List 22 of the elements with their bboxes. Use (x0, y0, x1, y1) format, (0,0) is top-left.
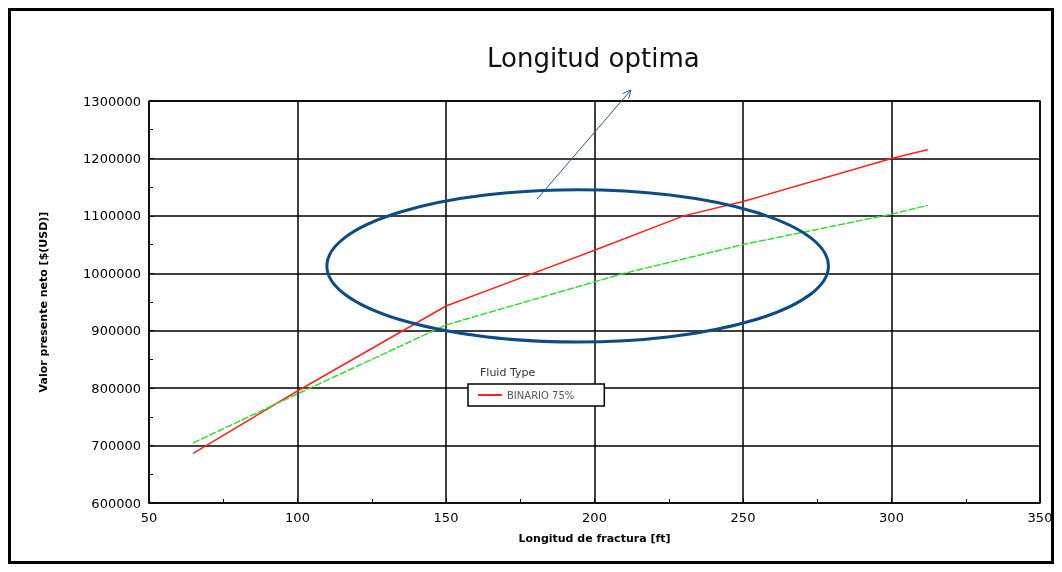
x-tick-label: 50 (140, 510, 158, 525)
y-tick-label: 600000 (91, 495, 141, 511)
x-tick-label: 250 (730, 510, 756, 525)
legend-label: BINARIO 75% (507, 389, 575, 401)
x-tick-label: 150 (433, 510, 459, 525)
chart-title: Longitud optima (487, 43, 700, 73)
legend-title: Fluid Type (480, 366, 536, 379)
x-tick-label: 200 (582, 510, 607, 525)
y-tick-label: 1200000 (83, 150, 141, 166)
x-axis-title: Longitud de fractura [ft] (518, 532, 671, 545)
y-tick-label: 700000 (91, 438, 141, 454)
y-tick-label: 800000 (91, 380, 141, 396)
y-tick-label: 900000 (91, 323, 141, 339)
line-series (192, 204, 928, 444)
y-tick-label: 1300000 (83, 93, 141, 109)
y-axis-title: Valor presente neto [$(USD)] (37, 211, 50, 393)
y-tick-label: 1000000 (83, 265, 141, 281)
x-tick-label: 350 (1027, 510, 1053, 525)
y-tick-label: 1100000 (83, 208, 141, 224)
x-tick-label: 100 (285, 510, 310, 525)
line-series (192, 149, 928, 454)
x-tick-label: 300 (879, 510, 904, 525)
